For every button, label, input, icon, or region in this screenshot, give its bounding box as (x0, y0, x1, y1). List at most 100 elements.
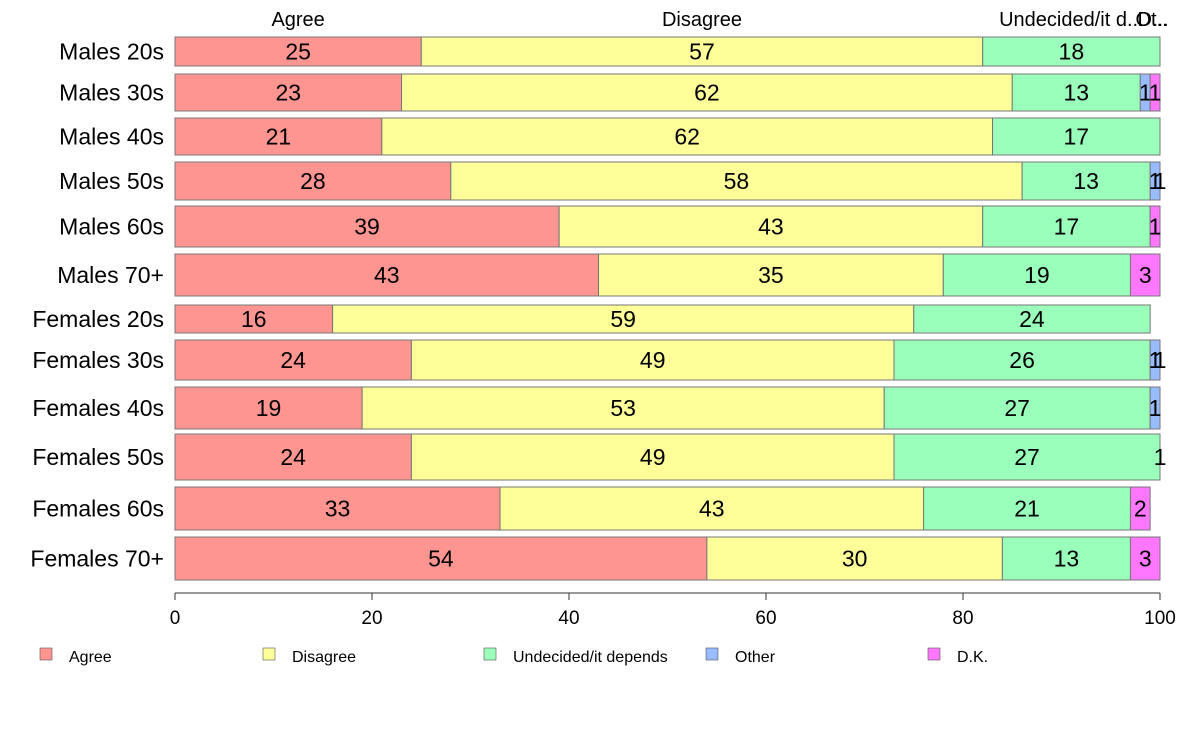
data-label: 49 (640, 347, 666, 373)
category-label: Females 50s (32, 444, 164, 470)
legend-label: Undecided/it depends (513, 649, 668, 666)
category-label: Females 70+ (30, 546, 164, 572)
top-labels: Agree Disagree Undecided/it d...Ot..D... (271, 9, 1168, 31)
bar-agree (174, 486, 501, 531)
category-label: Females 20s (32, 306, 164, 332)
data-label: 13 (1054, 546, 1080, 572)
data-label: 59 (610, 306, 636, 332)
data-label: 24 (1019, 306, 1045, 332)
legend-swatch (705, 647, 719, 661)
data-label: 1 (1154, 168, 1167, 194)
data-label: 19 (256, 395, 282, 421)
data-label: 39 (354, 214, 380, 240)
data-label: 1 (1149, 80, 1162, 106)
data-label: 21 (1014, 496, 1040, 522)
bar-disagree (558, 205, 984, 248)
bar-agree (174, 161, 452, 201)
bar-disagree (332, 304, 915, 334)
bar-disagree (598, 253, 944, 297)
data-label: 53 (610, 395, 636, 421)
legend-swatch (39, 647, 53, 661)
data-label: 21 (266, 124, 292, 150)
data-label: 24 (280, 444, 306, 470)
data-label: 27 (1014, 444, 1040, 470)
data-label: 17 (1054, 214, 1080, 240)
data-label: 13 (1063, 80, 1089, 106)
bar-undecided-it-depends (893, 433, 1161, 481)
top-label: Disagree (662, 9, 742, 31)
x-tick-label: 60 (755, 608, 776, 629)
x-axis: 0 20 40 60 80 100 (170, 592, 1176, 629)
data-label: 27 (1004, 395, 1030, 421)
x-tick-label: 0 (170, 608, 181, 629)
x-tick-label: 80 (952, 608, 973, 629)
data-label: 1 (1149, 214, 1162, 240)
data-label: 24 (280, 347, 306, 373)
data-label: 17 (1063, 124, 1089, 150)
category-label: Males 20s (59, 39, 164, 65)
category-label: Males 30s (59, 80, 164, 106)
x-tick-label: 20 (361, 608, 382, 629)
data-label: 30 (842, 546, 868, 572)
data-label: 1 (1154, 347, 1167, 373)
data-label: 1 (1154, 444, 1167, 470)
bar-other (1149, 161, 1161, 201)
bar-agree (174, 536, 708, 581)
bar-agree (174, 339, 412, 381)
data-label: 54 (428, 546, 454, 572)
bar-undecided-it-depends (1011, 73, 1141, 112)
category-labels: Males 20s Males 30s Males 40s Males 50s Male… (30, 39, 164, 572)
legend-label: Disagree (292, 649, 356, 666)
data-label: 23 (275, 80, 301, 106)
data-label: 49 (640, 444, 666, 470)
x-tick-label: 100 (1144, 608, 1176, 629)
bar-disagree (420, 36, 984, 67)
bar-d-k (1129, 536, 1161, 581)
bar-undecided-it-depends (982, 205, 1151, 248)
data-label: 33 (325, 496, 351, 522)
bar-undecided-it-depends (992, 117, 1161, 156)
bar-disagree (381, 117, 994, 156)
bar-other (1149, 339, 1161, 381)
data-label: 16 (241, 306, 267, 332)
data-label: 1 (1139, 80, 1152, 106)
data-label: 62 (694, 80, 720, 106)
x-tick-label: 40 (558, 608, 579, 629)
data-label: 58 (724, 168, 750, 194)
bar-disagree (410, 339, 895, 381)
bar-disagree (361, 386, 885, 430)
bar-other (1149, 386, 1161, 430)
legend-swatch (927, 647, 941, 661)
bar-undecided-it-depends (942, 253, 1131, 297)
legend-label: D.K. (957, 649, 988, 666)
bar-agree (174, 304, 334, 334)
data-label: 1 (1149, 168, 1162, 194)
bar-disagree (706, 536, 1003, 581)
data-label: 26 (1009, 347, 1035, 373)
data-label: 43 (758, 214, 784, 240)
data-label: 19 (1024, 262, 1050, 288)
data-label: 28 (300, 168, 326, 194)
bar-undecided-it-depends (883, 386, 1151, 430)
top-label: Agree (271, 9, 324, 31)
category-label: Males 50s (59, 168, 164, 194)
data-label: 35 (758, 262, 784, 288)
legend-swatch (483, 647, 497, 661)
top-label: Undecided/it d... (999, 9, 1144, 31)
data-label: 1 (1149, 347, 1162, 373)
top-label: Ot.. (1136, 9, 1168, 31)
data-label: 43 (699, 496, 725, 522)
legend-label: Agree (69, 649, 112, 666)
data-label: 25 (285, 39, 311, 65)
bar-d-k (1149, 73, 1161, 112)
data-label: 62 (674, 124, 700, 150)
bar-disagree (450, 161, 1023, 201)
bar-undecided-it-depends (1001, 536, 1131, 581)
bar-undecided-it-depends (1021, 161, 1151, 201)
legend-swatch (262, 647, 276, 661)
bar-agree (174, 117, 383, 156)
data-label: 43 (374, 262, 400, 288)
bar-disagree (401, 73, 1013, 112)
